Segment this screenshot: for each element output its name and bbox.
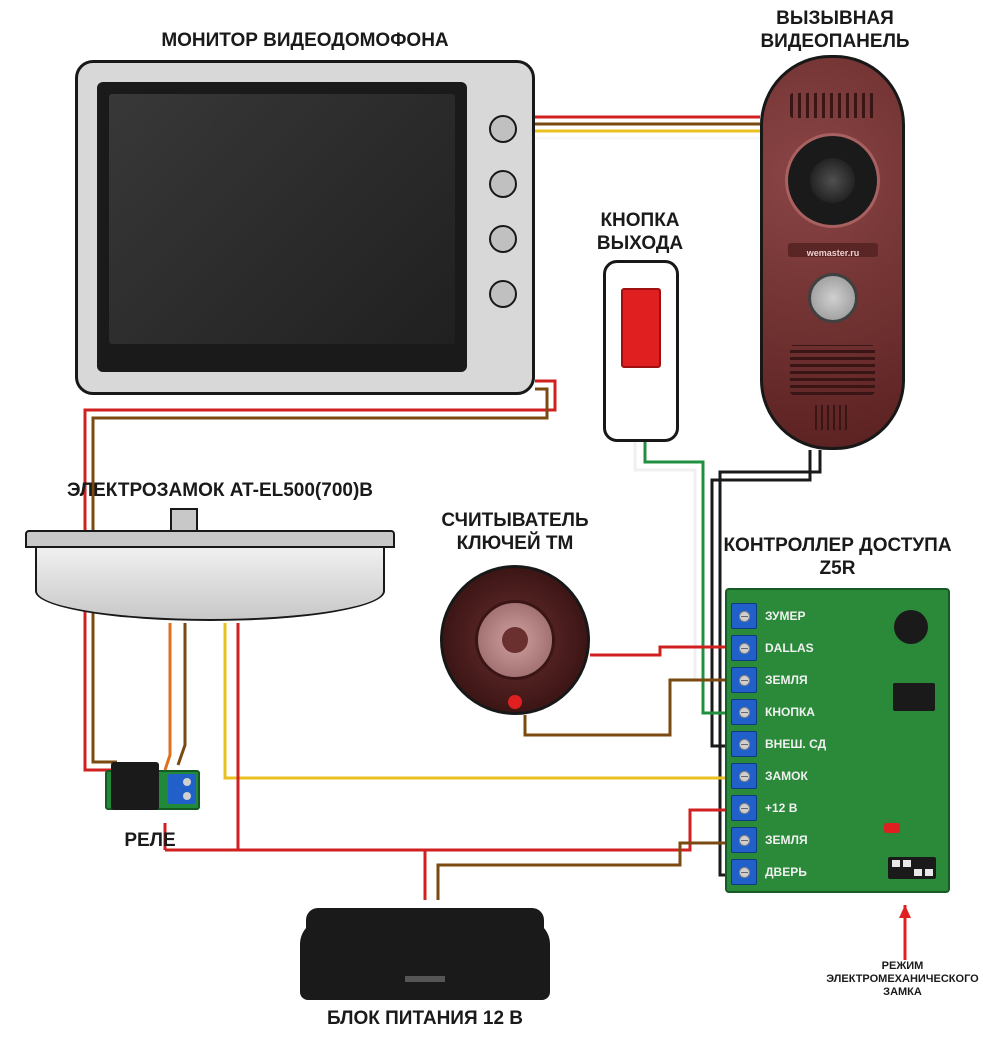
terminal-row: +12 В	[725, 792, 855, 824]
terminal-label: ЗЕМЛЯ	[765, 673, 808, 687]
terminal-label: ЗЕМЛЯ	[765, 833, 808, 847]
monitor-label: МОНИТОР ВИДЕОДОМОФОНА	[135, 30, 475, 53]
controller: ЗУМЕР DALLAS ЗЕМЛЯ КНОПКА ВНЕШ. СД ЗАМОК +12 В…	[725, 588, 950, 893]
reader-label: СЧИТЫВАТЕЛЬ КЛЮЧЕЙ TM	[425, 510, 605, 556]
terminal-row: КНОПКА	[725, 696, 855, 728]
panel-label: ВЫЗЫВНАЯ ВИДЕОПАНЕЛЬ	[755, 8, 915, 54]
terminal-row: ЗЕМЛЯ	[725, 664, 855, 696]
terminal-label: ЗУМЕР	[765, 609, 806, 623]
relay	[105, 758, 200, 823]
lock-label: ЭЛЕКТРОЗАМОК AT-EL500(700)B	[55, 480, 385, 503]
terminal-row: ЗУМЕР	[725, 600, 855, 632]
lock	[25, 508, 395, 623]
monitor	[75, 60, 535, 395]
controller-label: КОНТРОЛЛЕР ДОСТУПА Z5R	[720, 535, 955, 581]
panel-brand: wemaster.ru	[807, 248, 860, 258]
relay-label: РЕЛЕ	[110, 830, 190, 853]
terminal-row: ДВЕРЬ	[725, 856, 855, 888]
terminal-label: ДВЕРЬ	[765, 865, 807, 879]
terminal-label: DALLAS	[765, 641, 814, 655]
reader	[440, 565, 590, 715]
terminal-row: ЗЕМЛЯ	[725, 824, 855, 856]
terminal-label: +12 В	[765, 801, 797, 815]
terminal-row: ЗАМОК	[725, 760, 855, 792]
exit-button-label: КНОПКА ВЫХОДА	[575, 210, 705, 256]
terminal-row: DALLAS	[725, 632, 855, 664]
terminal-row: ВНЕШ. СД	[725, 728, 855, 760]
psu-label: БЛОК ПИТАНИЯ 12 В	[310, 1008, 540, 1031]
exit-button	[603, 260, 679, 442]
call-panel: wemaster.ru	[760, 55, 905, 450]
terminal-label: КНОПКА	[765, 705, 815, 719]
psu	[300, 900, 550, 1000]
mode-label: РЕЖИМ ЭЛЕКТРОМЕХАНИЧЕСКОГО ЗАМКА	[820, 960, 983, 1000]
terminal-label: ВНЕШ. СД	[765, 737, 826, 751]
terminal-label: ЗАМОК	[765, 769, 808, 783]
